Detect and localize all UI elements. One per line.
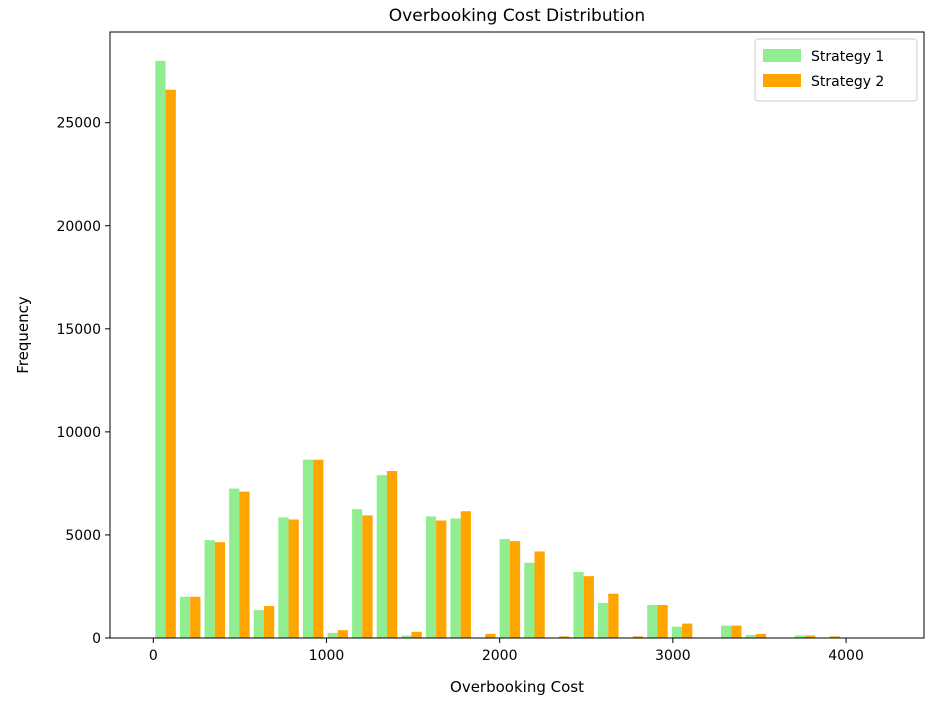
bar-2-18 [608,593,619,638]
bar-2-10 [411,631,422,638]
bar-1-26 [794,635,806,638]
plot-frame [109,31,925,639]
bar-2-0 [165,89,176,638]
bar-2-4 [263,606,275,638]
bar-1-10 [401,635,412,638]
x-axis-label: Overbooking Cost [450,678,584,696]
bar-2-9 [386,471,398,638]
bar-1-17 [573,572,584,638]
legend-label-2: Strategy 2 [811,74,884,90]
legend-label-1: Strategy 1 [811,49,884,65]
bar-2-26 [805,635,816,638]
bar-2-19 [632,636,644,638]
y-axis-label: Frequency [14,296,32,374]
x-tick-label-3: 3000 [655,648,691,664]
bar-2-20 [657,605,668,638]
bar-2-14 [509,541,521,638]
bar-2-3 [239,491,250,638]
bar-1-1 [179,596,191,638]
bar-1-20 [647,605,658,638]
bar-1-8 [352,509,363,638]
bar-1-24 [745,634,756,638]
bar-1-9 [376,475,387,638]
bar-1-4 [253,610,264,638]
x-tick-label-2: 2000 [482,648,518,664]
bar-1-7 [327,632,338,638]
bar-2-2 [214,542,226,638]
bar-2-13 [485,633,496,638]
legend-swatch-2 [763,74,801,87]
y-tick-label-5: 25000 [56,116,101,132]
bar-2-24 [755,633,767,638]
bar-2-15 [534,551,545,638]
legend-swatch-1 [763,49,801,62]
bar-2-16 [559,636,570,638]
x-tick-label-1: 1000 [309,648,345,664]
bar-1-2 [204,540,215,638]
bar-2-1 [190,596,201,638]
bar-1-21 [671,626,683,638]
legend: Strategy 1 Strategy 2 [754,38,918,102]
bar-1-14 [499,539,510,638]
y-tick-label-2: 10000 [56,425,101,441]
bar-1-15 [524,562,535,638]
bar-1-12 [450,518,461,638]
bar-1-5 [278,517,289,638]
x-tick-label-0: 0 [149,648,158,664]
bar-2-11 [436,520,447,638]
bar-1-0 [155,60,166,639]
bars-layer [155,60,840,639]
bar-1-3 [229,488,240,638]
bar-2-6 [313,459,324,638]
y-tick-label-0: 0 [92,631,101,647]
bar-2-7 [337,630,348,638]
bar-1-6 [302,459,314,638]
y-tick-label-1: 5000 [65,528,101,544]
y-tick-label-4: 20000 [56,219,101,235]
axes-layer: 0 1000 2000 3000 4000 0 5000 10000 15000 20000 250… [56,116,863,664]
bar-2-27 [829,636,840,638]
bar-2-17 [583,576,594,638]
bar-1-18 [598,602,609,638]
bar-2-21 [682,623,693,638]
x-tick-label-4: 4000 [828,648,864,664]
y-tick-label-3: 15000 [56,322,101,338]
bar-1-11 [425,516,437,638]
bar-2-8 [362,515,373,638]
chart-title: Overbooking Cost Distribution [389,6,645,26]
bar-2-12 [460,511,471,638]
bar-2-5 [288,519,299,638]
bar-2-23 [731,625,742,638]
bar-1-23 [720,625,732,638]
